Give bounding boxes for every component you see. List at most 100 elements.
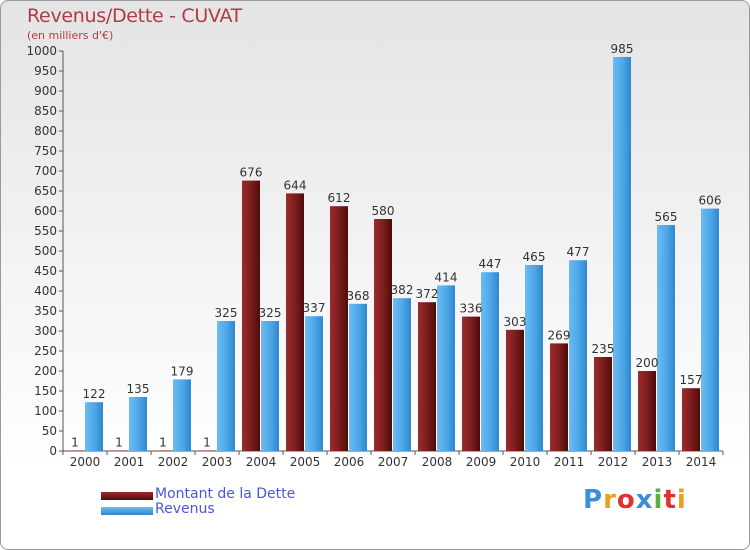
- bar-revenus: [525, 265, 543, 451]
- bar-revenus: [261, 321, 279, 451]
- data-label: 235: [592, 342, 615, 356]
- data-label: 325: [215, 306, 238, 320]
- bar-revenus: [481, 272, 499, 451]
- data-label: 465: [523, 250, 546, 264]
- bar-dette: [418, 302, 436, 451]
- y-tick-label: 150: [34, 384, 57, 398]
- x-tick-label: 2012: [598, 455, 629, 469]
- data-label: 135: [127, 382, 150, 396]
- data-label: 368: [347, 289, 370, 303]
- bar-revenus: [569, 260, 587, 451]
- legend-label-revenus: Revenus: [155, 501, 215, 517]
- y-tick-label: 750: [34, 144, 57, 158]
- y-tick-label: 600: [34, 204, 57, 218]
- data-label: 325: [259, 306, 282, 320]
- logo-letter: t: [663, 485, 677, 515]
- bar-revenus: [393, 298, 411, 451]
- bar-dette: [242, 180, 260, 451]
- x-tick-label: 2009: [466, 455, 497, 469]
- bar-revenus: [701, 208, 719, 451]
- legend-swatch-debt: [101, 492, 153, 500]
- data-label: 1: [159, 436, 167, 450]
- bar-revenus: [437, 285, 455, 451]
- bar-dette: [550, 343, 568, 451]
- data-label: 336: [460, 302, 483, 316]
- bar-revenus: [613, 57, 631, 451]
- bar-dette: [66, 450, 84, 451]
- bar-revenus: [217, 321, 235, 451]
- legend-label-debt: Montant de la Dette: [155, 486, 296, 502]
- bar-dette: [506, 329, 524, 451]
- y-tick-label: 650: [34, 184, 57, 198]
- data-label: 676: [240, 166, 263, 180]
- x-tick-label: 2010: [510, 455, 541, 469]
- bar-revenus: [129, 397, 147, 451]
- x-tick-label: 2013: [642, 455, 673, 469]
- data-label: 580: [372, 204, 395, 218]
- logo-letter: i: [653, 485, 664, 515]
- data-label: 1: [71, 436, 79, 450]
- y-tick-label: 450: [34, 264, 57, 278]
- y-tick-label: 950: [34, 64, 57, 78]
- data-label: 447: [479, 257, 502, 271]
- y-tick-label: 250: [34, 344, 57, 358]
- y-tick-label: 400: [34, 284, 57, 298]
- y-tick-label: 800: [34, 124, 57, 138]
- data-label: 269: [548, 328, 571, 342]
- y-tick-label: 200: [34, 364, 57, 378]
- data-label: 565: [655, 210, 678, 224]
- bar-dette: [374, 219, 392, 451]
- x-tick-label: 2000: [70, 455, 101, 469]
- logo-letter: x: [635, 485, 654, 515]
- data-label: 1: [115, 436, 123, 450]
- y-tick-label: 550: [34, 224, 57, 238]
- bar-dette: [638, 371, 656, 451]
- data-label: 122: [83, 387, 106, 401]
- bar-revenus: [305, 316, 323, 451]
- bar-dette: [682, 388, 700, 451]
- data-label: 157: [680, 373, 703, 387]
- x-tick-label: 2004: [246, 455, 277, 469]
- data-label: 303: [504, 315, 527, 329]
- y-tick-label: 500: [34, 244, 57, 258]
- y-tick-label: 350: [34, 304, 57, 318]
- data-label: 179: [171, 364, 194, 378]
- legend-swatch-revenus: [101, 507, 153, 515]
- data-label: 414: [435, 270, 458, 284]
- bar-dette: [110, 450, 128, 451]
- bar-revenus: [173, 379, 191, 451]
- data-label: 644: [284, 178, 307, 192]
- bar-dette: [286, 193, 304, 451]
- bar-revenus: [657, 225, 675, 451]
- y-tick-label: 0: [49, 444, 57, 458]
- logo-letter: P: [583, 485, 604, 515]
- bar-dette: [154, 450, 172, 451]
- bar-revenus: [85, 402, 103, 451]
- data-label: 606: [699, 194, 722, 208]
- y-tick-label: 700: [34, 164, 57, 178]
- proxiti-logo: Proxiti: [583, 485, 687, 515]
- data-label: 612: [328, 191, 351, 205]
- bar-dette: [594, 357, 612, 451]
- data-label: 200: [636, 356, 659, 370]
- bar-revenus: [349, 303, 367, 451]
- x-tick-label: 2007: [378, 455, 409, 469]
- bar-dette: [462, 316, 480, 451]
- x-tick-label: 2002: [158, 455, 189, 469]
- bar-dette: [198, 450, 216, 451]
- x-tick-label: 2011: [554, 455, 585, 469]
- y-tick-label: 900: [34, 84, 57, 98]
- x-tick-label: 2001: [114, 455, 145, 469]
- x-tick-label: 2005: [290, 455, 321, 469]
- y-tick-label: 100: [34, 404, 57, 418]
- y-tick-label: 300: [34, 324, 57, 338]
- y-tick-label: 50: [42, 424, 57, 438]
- logo-letter: r: [603, 485, 617, 515]
- x-tick-label: 2003: [202, 455, 233, 469]
- data-label: 985: [611, 42, 634, 56]
- y-tick-label: 850: [34, 104, 57, 118]
- data-label: 382: [391, 283, 414, 297]
- data-label: 337: [303, 301, 326, 315]
